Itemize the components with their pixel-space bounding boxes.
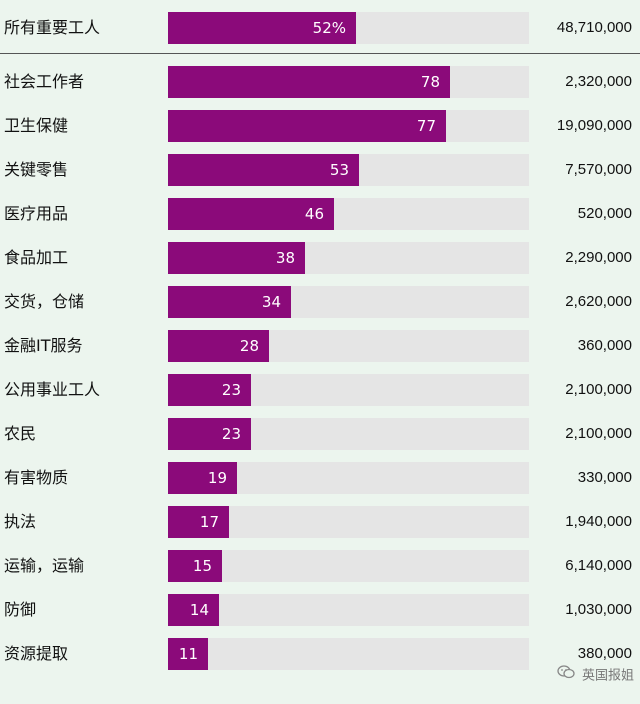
worker-count: 7,570,000: [565, 161, 632, 178]
worker-count: 6,140,000: [565, 557, 632, 574]
worker-count: 1,030,000: [565, 601, 632, 618]
bar: 19: [168, 462, 237, 494]
worker-count: 2,320,000: [565, 73, 632, 90]
bar-row: 卫生保健 77 19,090,000: [0, 109, 640, 143]
bar-row: 资源提取 11 380,000: [0, 637, 640, 671]
bar: 77: [168, 110, 446, 142]
bar: 46: [168, 198, 334, 230]
category-label: 防御: [4, 600, 37, 619]
worker-count: 19,090,000: [556, 117, 632, 134]
bar-value-label: 28: [239, 337, 259, 355]
bar-track: 28: [168, 330, 529, 362]
worker-count: 2,100,000: [565, 381, 632, 398]
worker-count: 48,710,000: [556, 19, 632, 36]
worker-count: 380,000: [577, 645, 632, 662]
bar-value-label: 52%: [312, 19, 346, 37]
worker-count: 360,000: [577, 337, 632, 354]
bar-track: 23: [168, 374, 529, 406]
bar-row: 金融IT服务 28 360,000: [0, 329, 640, 363]
bar-value-label: 23: [221, 381, 241, 399]
watermark: 英国报姐: [557, 664, 634, 688]
category-label: 农民: [4, 424, 37, 443]
bar-row: 交货，仓储 34 2,620,000: [0, 285, 640, 319]
bar-value-label: 19: [207, 469, 227, 487]
category-label: 所有重要工人: [4, 18, 101, 37]
bar: 17: [168, 506, 229, 538]
bar-track: 38: [168, 242, 529, 274]
worker-count: 2,290,000: [565, 249, 632, 266]
watermark-text: 英国报姐: [581, 668, 634, 684]
worker-count: 330,000: [577, 469, 632, 486]
category-label: 卫生保健: [4, 116, 69, 135]
bar: 23: [168, 418, 251, 450]
bar-track: 53: [168, 154, 529, 186]
divider: [0, 53, 640, 54]
bar-track: 19: [168, 462, 529, 494]
category-label: 运输，运输: [4, 556, 85, 575]
bar-value-label: 11: [178, 645, 198, 663]
bar: 38: [168, 242, 305, 274]
bar-row: 农民 23 2,100,000: [0, 417, 640, 451]
bar-track: 17: [168, 506, 529, 538]
bar-track: 46: [168, 198, 529, 230]
bar: 23: [168, 374, 251, 406]
worker-count: 2,100,000: [565, 425, 632, 442]
bar-track: 14: [168, 594, 529, 626]
worker-count: 2,620,000: [565, 293, 632, 310]
bar-row: 关键零售 53 7,570,000: [0, 153, 640, 187]
bar: 78: [168, 66, 450, 98]
bar-value-label: 46: [304, 205, 324, 223]
bar-value-label: 23: [221, 425, 241, 443]
bar-track: 15: [168, 550, 529, 582]
bar: 28: [168, 330, 269, 362]
category-label: 执法: [4, 512, 37, 531]
bar-row: 公用事业工人 23 2,100,000: [0, 373, 640, 407]
category-label: 公用事业工人: [4, 380, 101, 399]
bar: 34: [168, 286, 291, 318]
category-label: 医疗用品: [4, 204, 69, 223]
bar: 15: [168, 550, 222, 582]
bar-value-label: 38: [275, 249, 295, 267]
bar-row: 医疗用品 46 520,000: [0, 197, 640, 231]
bar-value-label: 53: [329, 161, 349, 179]
bar-track: 77: [168, 110, 529, 142]
category-label: 有害物质: [4, 468, 69, 487]
category-label: 社会工作者: [4, 72, 85, 91]
bar-value-label: 15: [192, 557, 212, 575]
bar-row: 食品加工 38 2,290,000: [0, 241, 640, 275]
category-label: 食品加工: [4, 248, 69, 267]
wechat-icon: [557, 664, 575, 688]
bar-row: 社会工作者 78 2,320,000: [0, 65, 640, 99]
bar-value-label: 34: [261, 293, 281, 311]
bar: 14: [168, 594, 219, 626]
category-label: 资源提取: [4, 644, 69, 663]
summary-row: 所有重要工人 52% 48,710,000: [0, 11, 640, 45]
category-label: 关键零售: [4, 160, 69, 179]
bar-track: 23: [168, 418, 529, 450]
bar-value-label: 77: [416, 117, 436, 135]
bar: 53: [168, 154, 359, 186]
bar-row: 运输，运输 15 6,140,000: [0, 549, 640, 583]
bar-track: 34: [168, 286, 529, 318]
bar-track: 78: [168, 66, 529, 98]
bar: 11: [168, 638, 208, 670]
bar-value-label: 14: [189, 601, 209, 619]
worker-count: 1,940,000: [565, 513, 632, 530]
bar-value-label: 78: [420, 73, 440, 91]
bar-track: 11: [168, 638, 529, 670]
category-label: 金融IT服务: [4, 336, 83, 355]
worker-count: 520,000: [577, 205, 632, 222]
bar-value-label: 17: [199, 513, 219, 531]
bar-track: 52%: [168, 12, 529, 44]
bar-row: 有害物质 19 330,000: [0, 461, 640, 495]
category-label: 交货，仓储: [4, 292, 85, 311]
bar-row: 防御 14 1,030,000: [0, 593, 640, 627]
bar-row: 执法 17 1,940,000: [0, 505, 640, 539]
bar: 52%: [168, 12, 356, 44]
